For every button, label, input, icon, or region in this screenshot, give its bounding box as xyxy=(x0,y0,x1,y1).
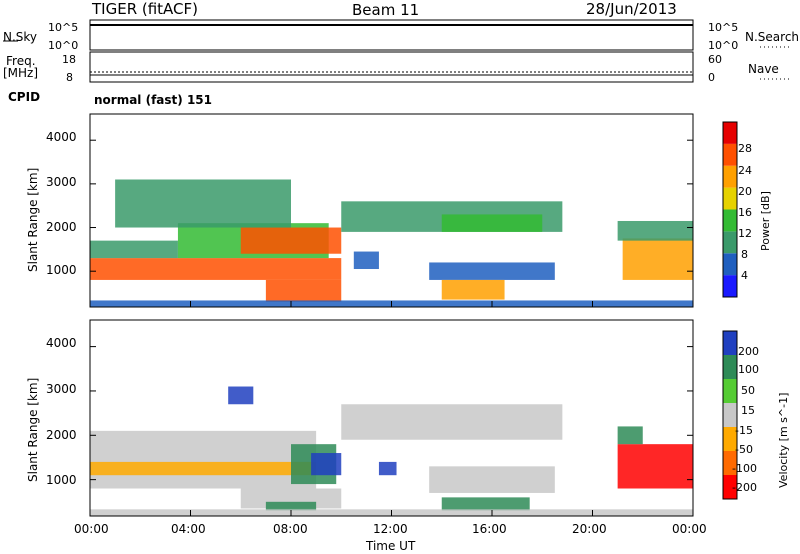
power-colorbar-seg-2 xyxy=(723,231,737,254)
velocity-cbar-tick-50: 50 xyxy=(741,384,755,397)
nsearch-tick-bottom: 10^0 xyxy=(708,39,739,52)
power-colorbar-seg-4 xyxy=(723,187,737,210)
power-ylabel: Slant Range [km] xyxy=(26,167,40,272)
velocity-echo-region-11 xyxy=(617,444,693,489)
freq-unit-label: [MHz] xyxy=(3,66,39,80)
nsky-tick-bottom: 10^0 xyxy=(48,39,79,52)
power-ytick-3000: 3000 xyxy=(46,175,77,189)
nsky-tick-top: 10^5 xyxy=(48,21,79,34)
xtick-4: 16:00 xyxy=(472,522,507,536)
velocity-colorbar-seg-2 xyxy=(723,379,737,403)
velocity-cbar-tick-15: 15 xyxy=(741,404,755,417)
power-cbar-tick-4: 4 xyxy=(741,269,748,282)
velocity-echo-region-6 xyxy=(228,386,254,405)
velocity-echo-region-12 xyxy=(617,426,643,445)
xaxis-label: Time UT xyxy=(366,539,416,553)
power-echo-region-0 xyxy=(90,258,342,280)
velocity-ytick-2000: 2000 xyxy=(46,428,77,442)
power-cbar-tick-24: 24 xyxy=(738,164,752,177)
power-cbar-tick-16: 16 xyxy=(738,206,752,219)
velocity-colorbar-seg-3 xyxy=(723,403,737,427)
velocity-ytick-4000: 4000 xyxy=(46,336,77,350)
power-echo-region-4 xyxy=(265,279,342,302)
sky-panel-frame xyxy=(89,19,694,51)
freq-tick-bottom: 8 xyxy=(66,71,73,84)
cpid-value: normal (fast) 151 xyxy=(94,93,212,107)
power-echo-region-1 xyxy=(90,240,178,259)
velocity-cbar-label: Velocity [m s^-1] xyxy=(777,392,790,488)
velocity-echo-region-10 xyxy=(441,497,530,511)
velocity-cbar-tick-m200: -200 xyxy=(732,481,757,494)
power-echo-region-7 xyxy=(441,214,543,232)
velocity-echo-region-8 xyxy=(378,461,397,476)
velocity-echo-region-7 xyxy=(341,404,563,440)
nave-tick-top: 60 xyxy=(708,53,722,66)
power-cbar-tick-28: 28 xyxy=(738,142,752,155)
velocity-colorbar-seg-1 xyxy=(723,355,737,379)
velocity-echo-region-3 xyxy=(311,453,342,476)
power-cbar-label: Power [dB] xyxy=(759,191,772,251)
power-colorbar-seg-7 xyxy=(723,122,737,144)
power-echo-region-5 xyxy=(115,179,291,228)
power-colorbar-seg-3 xyxy=(723,209,737,232)
nsky-label: N.Sky xyxy=(3,30,38,44)
nave-tick-bottom: 0 xyxy=(708,71,715,84)
beam-label: Beam 11 xyxy=(352,1,420,19)
power-colorbar-frame xyxy=(722,121,738,298)
power-cbar-tick-20: 20 xyxy=(738,185,752,198)
velocity-cbar-tick-m50: -50 xyxy=(735,443,753,456)
nsearch-tick-top: 10^5 xyxy=(708,21,739,34)
nave-label: Nave xyxy=(748,62,779,76)
freq-label: Freq. xyxy=(6,54,36,68)
power-echo-region-3 xyxy=(240,227,342,254)
velocity-echo-region-5 xyxy=(265,501,317,511)
velocity-cbar-tick-m100: -100 xyxy=(732,462,757,475)
velocity-cbar-tick-m15: -15 xyxy=(735,424,753,437)
velocity-colorbar-seg-5 xyxy=(723,451,737,475)
velocity-colorbar-frame xyxy=(722,330,738,500)
date-label: 28/Jun/2013 xyxy=(586,0,677,18)
velocity-echo-region-1 xyxy=(90,461,317,476)
xtick-5: 20:00 xyxy=(572,522,607,536)
power-echo-region-9 xyxy=(441,279,505,300)
velocity-colorbar-seg-0 xyxy=(723,331,737,355)
power-echo-region-11 xyxy=(622,238,693,280)
xtick-3: 12:00 xyxy=(373,522,408,536)
velocity-echo-region-9 xyxy=(429,466,555,493)
xtick-0: 00:00 xyxy=(74,522,109,536)
velocity-colorbar-seg-4 xyxy=(723,427,737,451)
freq-tick-top: 18 xyxy=(62,53,76,66)
velocity-ytick-1000: 1000 xyxy=(46,473,77,487)
power-colorbar-seg-6 xyxy=(723,143,737,166)
radar-title: TIGER (fitACF) xyxy=(92,0,199,18)
nsearch-label: N.Search xyxy=(745,30,800,44)
power-ytick-2000: 2000 xyxy=(46,220,77,234)
power-echo-region-12 xyxy=(617,220,693,241)
velocity-ytick-3000: 3000 xyxy=(46,382,77,396)
xtick-6: 00:00 xyxy=(672,522,707,536)
xtick-2: 08:00 xyxy=(273,522,308,536)
xtick-1: 04:00 xyxy=(171,522,206,536)
power-echo-region-10 xyxy=(353,251,379,270)
power-cbar-tick-12: 12 xyxy=(738,227,752,240)
power-colorbar-seg-5 xyxy=(723,165,737,188)
power-ytick-1000: 1000 xyxy=(46,263,77,277)
velocity-cbar-tick-100: 100 xyxy=(738,363,759,376)
power-colorbar-seg-1 xyxy=(723,253,737,276)
velocity-cbar-tick-200: 200 xyxy=(738,345,759,358)
velocity-ylabel: Slant Range [km] xyxy=(26,377,40,482)
power-cbar-tick-8: 8 xyxy=(741,248,748,261)
power-ytick-4000: 4000 xyxy=(46,130,77,144)
power-echo-region-8 xyxy=(429,262,555,280)
velocity-echo-region-0 xyxy=(90,430,317,489)
cpid-label: CPID xyxy=(8,90,41,104)
power-colorbar-seg-0 xyxy=(723,275,737,297)
freq-panel-frame xyxy=(89,51,694,83)
velocity-colorbar-seg-6 xyxy=(723,475,737,499)
